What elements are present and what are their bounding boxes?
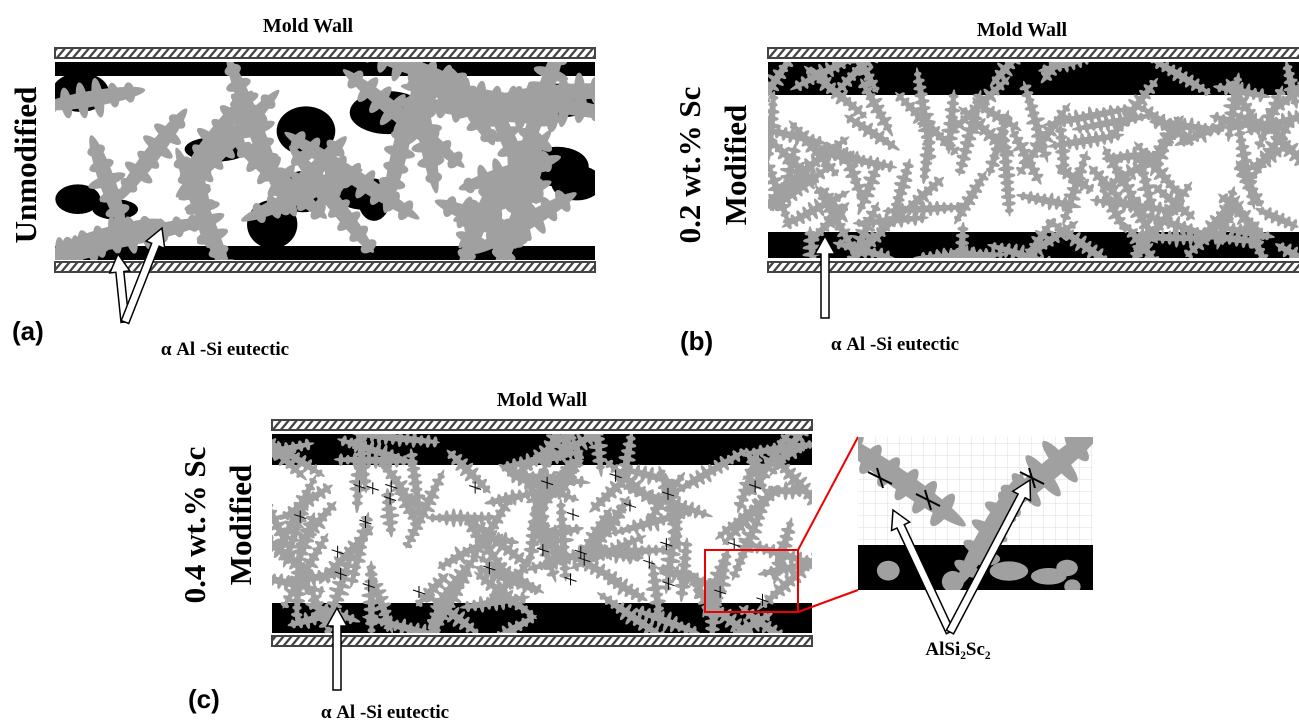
eutectic-band	[55, 62, 595, 76]
mold-wall	[272, 420, 812, 430]
eutectic-blob	[990, 561, 1029, 580]
dendrite-arm	[955, 275, 965, 280]
dendrite-arm	[367, 628, 375, 633]
panel-title: Mold Wall	[977, 19, 1068, 41]
dendrite-arm	[753, 97, 767, 109]
eutectic-blob	[1064, 579, 1080, 593]
dendrite-arm	[842, 35, 856, 46]
dendrite-arm	[622, 77, 634, 102]
panel-a: Mold Wall Unmodified (a) α Al -Si eutect…	[8, 15, 644, 360]
side-label: 0.4 wt.% Sc	[177, 447, 212, 604]
dendrite-arm	[605, 104, 620, 125]
annotation: α Al -Si eutectic	[161, 339, 289, 360]
panel-b: Mold Wall 0.2 wt.% Sc Modified (b) α Al …	[672, 19, 1299, 356]
dendrite-arm	[248, 424, 261, 437]
panel-title: Mold Wall	[497, 389, 588, 411]
dendrite-arm	[23, 249, 37, 269]
dendrite-arm	[258, 433, 271, 446]
mold-wall	[768, 262, 1299, 272]
panel-label: (c)	[188, 684, 220, 714]
dendrite-arm	[795, 647, 805, 658]
mold-wall	[55, 48, 595, 58]
dendrite-arm	[262, 569, 271, 586]
dendrite-arm	[253, 429, 266, 442]
dendrite-arm	[245, 420, 255, 430]
figure: Mold Wall Unmodified (a) α Al -Si eutect…	[0, 0, 1299, 723]
eutectic-blob	[1056, 560, 1078, 576]
dendrite-arm	[801, 651, 811, 662]
dendrite-arm	[256, 448, 263, 461]
panel-title: Mold Wall	[263, 15, 354, 37]
dendrite-arm	[752, 207, 764, 220]
dendrite-arm	[815, 560, 823, 571]
panel-c: Mold Wall 0.4 wt.% Sc Modified (c) α Al …	[177, 389, 1124, 723]
annotation: α Al -Si eutectic	[321, 702, 449, 723]
dendrite-arm	[809, 410, 819, 419]
dendrite-arm	[257, 529, 271, 545]
arrow	[815, 236, 835, 318]
dendrite-arm	[262, 444, 271, 462]
mold-wall	[272, 636, 812, 646]
side-label: Unmodified	[8, 87, 43, 244]
panel-label: (b)	[680, 326, 713, 356]
dendrite-arm	[249, 448, 257, 464]
annotation: α Al -Si eutectic	[831, 334, 959, 355]
mold-wall	[55, 262, 595, 272]
eutectic-blob	[877, 561, 900, 581]
dendrite-arm	[817, 548, 826, 557]
dendrite-arm	[366, 565, 376, 570]
dendrite-arm	[606, 78, 618, 102]
dendrite-arm	[879, 34, 893, 48]
dendrite-arm	[886, 31, 896, 41]
arrow	[327, 608, 347, 690]
dendrite-arm	[242, 452, 249, 464]
dendrite-arm	[437, 513, 442, 522]
dendrite-arm	[758, 204, 768, 214]
side-label: Modified	[223, 465, 258, 586]
panel-label: (a)	[12, 316, 44, 346]
mold-wall	[768, 48, 1299, 58]
dendrite-arm	[430, 513, 435, 522]
annotation: AlSi₂Sc₂	[925, 639, 991, 660]
dendrite-arm	[235, 453, 242, 465]
side-label: Modified	[718, 105, 753, 226]
dendrite-arm	[259, 497, 270, 506]
side-label: 0.2 wt.% Sc	[672, 87, 707, 244]
dendrite-arm	[589, 409, 600, 415]
dendrite-arm	[760, 123, 767, 135]
